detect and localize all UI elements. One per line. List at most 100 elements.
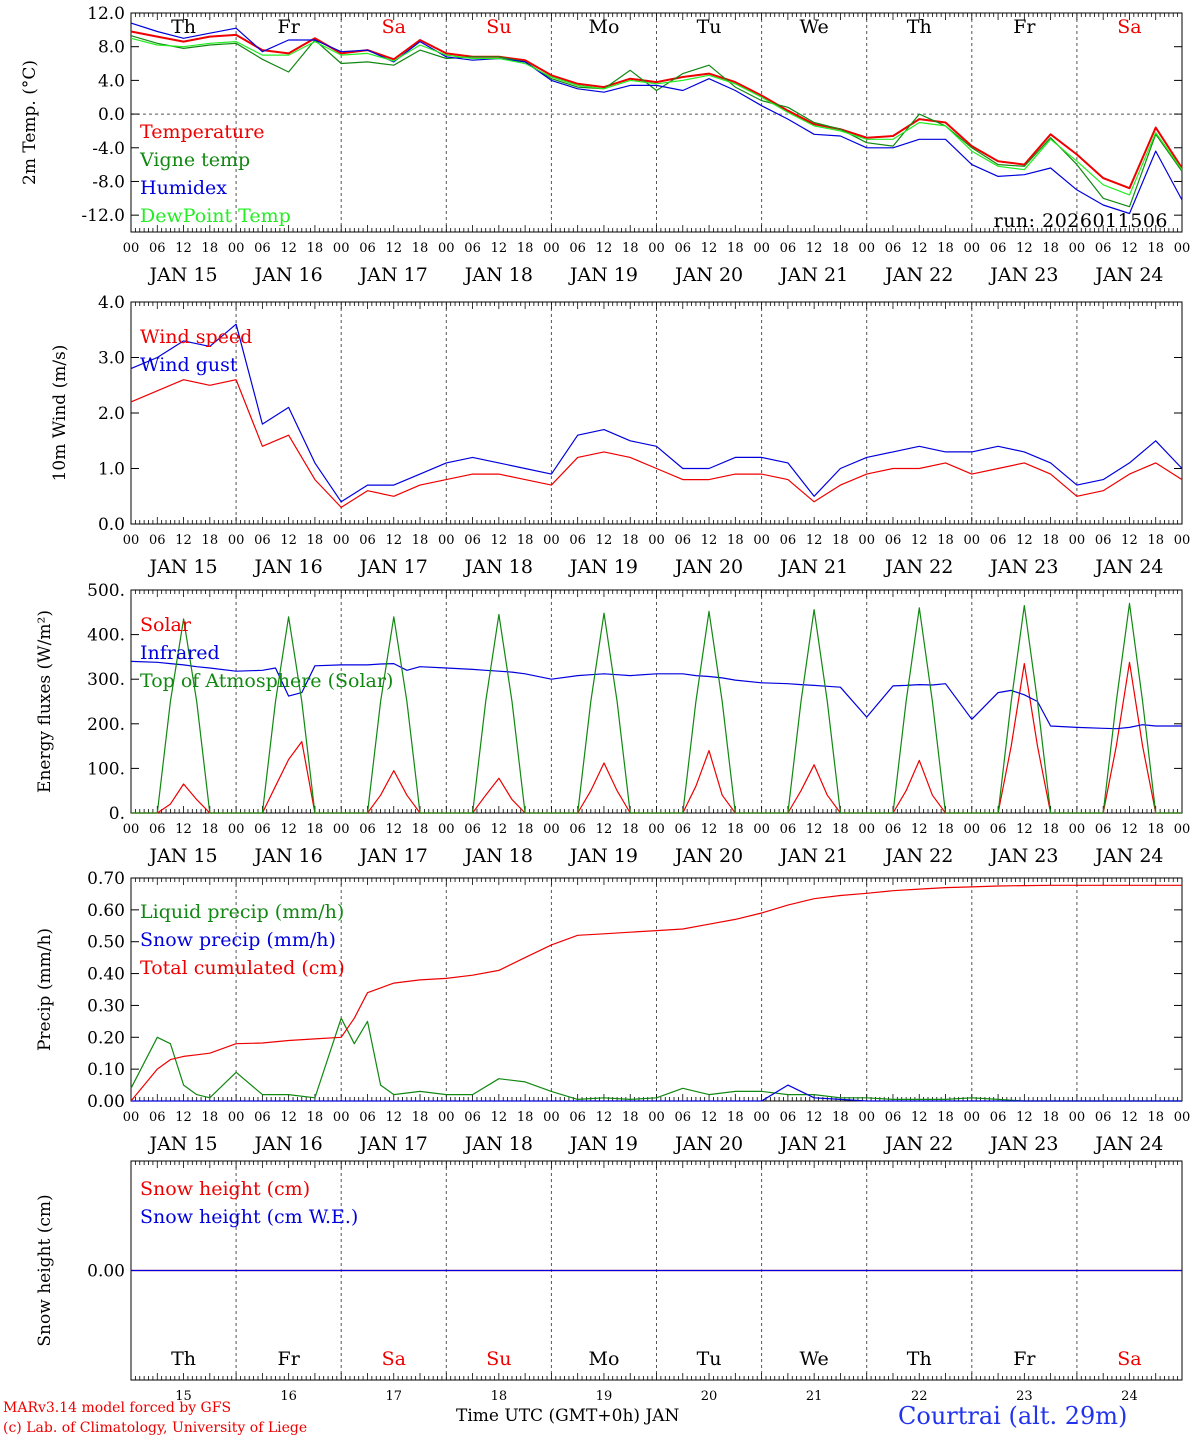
hour-tick-label: 00 [753,1110,770,1125]
hour-tick-label: 00 [1069,822,1086,837]
hour-tick-label: 00 [333,1110,350,1125]
y-tick-label: 3.0 [98,349,125,369]
y-tick-label: 0.00 [87,1092,125,1112]
y-tick-label: 0.00 [87,1262,125,1282]
hour-tick-label: 00 [858,241,875,256]
y-tick-label: 200. [87,715,125,735]
hour-tick-label: 18 [937,533,954,548]
hour-tick-label: 18 [1147,533,1164,548]
hour-tick-label: 12 [175,533,192,548]
hour-tick-label: 06 [569,822,586,837]
legend-entry: Temperature [140,121,264,143]
hour-tick-label: 00 [858,533,875,548]
date-label: JAN 23 [988,556,1058,578]
hour-tick-label: 18 [727,533,744,548]
date-label: JAN 15 [147,1133,217,1155]
hour-tick-label: 00 [543,533,560,548]
hour-tick-label: 00 [1174,1110,1191,1125]
hour-tick-label: 18 [727,241,744,256]
y-tick-label: 8.0 [98,38,125,58]
hour-tick-label: 18 [307,822,324,837]
hour-tick-label: 18 [1147,241,1164,256]
y-tick-label: 4.0 [98,293,125,313]
hour-tick-label: 12 [1016,533,1033,548]
hour-tick-label: 12 [175,822,192,837]
hour-tick-label: 06 [885,241,902,256]
hour-tick-label: 06 [780,533,797,548]
hour-tick-label: 18 [937,241,954,256]
hour-tick-label: 12 [806,822,823,837]
legend-entry: Vigne temp [139,149,250,171]
series-line-red [130,379,1183,508]
series-line-blue [130,323,1183,503]
hour-tick-label: 18 [412,533,429,548]
hour-tick-label: 12 [1016,241,1033,256]
hour-tick-label: 18 [937,1110,954,1125]
hour-tick-label: 06 [359,241,376,256]
hour-tick-label: 00 [543,1110,560,1125]
date-label: JAN 15 [147,845,217,867]
hour-tick-label: 12 [491,241,508,256]
hour-tick-label: 18 [622,241,639,256]
hour-tick-label: 18 [1042,822,1059,837]
y-tick-label: 2.0 [98,404,125,424]
hour-tick-label: 18 [202,1110,219,1125]
date-label: JAN 15 [147,556,217,578]
date-label: JAN 15 [147,264,217,286]
hour-tick-label: 12 [1121,822,1138,837]
weekday-label: Fr [278,1348,301,1370]
hour-tick-label: 00 [1174,822,1191,837]
hour-tick-label: 06 [885,822,902,837]
hour-tick-label: 12 [596,822,613,837]
hour-tick-label: 06 [780,1110,797,1125]
y-tick-label: 0.20 [87,1028,125,1048]
hour-tick-label: 18 [517,241,534,256]
hour-tick-label: 06 [569,533,586,548]
legend-entry: Top of Atmosphere (Solar) [140,670,393,692]
hour-tick-label: 12 [596,241,613,256]
hour-tick-label: 12 [806,241,823,256]
hour-tick-label: 12 [491,533,508,548]
panel-snow: 0.00 Snow height (cm) Snow height (cm) Snow… [35,1160,1183,1404]
y-tick-label: 400. [87,626,125,646]
hour-tick-label: 18 [307,1110,324,1125]
hour-tick-label: 00 [228,1110,245,1125]
date-label: JAN 17 [358,1133,428,1155]
hour-tick-label: 06 [569,241,586,256]
hour-tick-label: 00 [1069,533,1086,548]
hour-tick-label: 18 [1042,1110,1059,1125]
legend-entry: Total cumulated (cm) [140,957,345,979]
hour-tick-label: 12 [701,822,718,837]
hour-tick-label: 00 [753,533,770,548]
hour-tick-label: 06 [254,1110,271,1125]
day-number-label: 15 [175,1389,192,1404]
y-tick-label: 0.0 [98,515,125,535]
y-tick-label: 0.70 [87,869,125,889]
hour-tick-label: 06 [569,1110,586,1125]
weekday-label: Mo [588,1348,619,1370]
hour-tick-label: 06 [149,533,166,548]
date-label: JAN 19 [568,845,638,867]
hour-tick-label: 00 [123,1110,140,1125]
hour-tick-label: 18 [727,1110,744,1125]
hour-tick-label: 18 [412,241,429,256]
hour-tick-label: 00 [438,533,455,548]
series-line-green [130,1017,1182,1102]
y-tick-label: -12.0 [81,206,125,226]
hour-tick-label: 00 [123,533,140,548]
y-axis-label: Snow height (cm) [35,1194,55,1346]
hour-tick-label: 18 [622,533,639,548]
weekday-label: Th [171,16,196,38]
date-label: JAN 21 [778,1133,848,1155]
hour-tick-label: 06 [990,533,1007,548]
hour-tick-label: 06 [359,1110,376,1125]
series-line-lightgreen [130,37,1183,196]
weekday-label: Su [486,16,511,38]
y-tick-label: 0.0 [98,105,125,125]
hour-tick-label: 06 [990,822,1007,837]
series-line-green [131,602,1182,814]
hour-tick-label: 12 [385,241,402,256]
hour-tick-label: 18 [1042,533,1059,548]
hour-tick-label: 00 [1069,241,1086,256]
